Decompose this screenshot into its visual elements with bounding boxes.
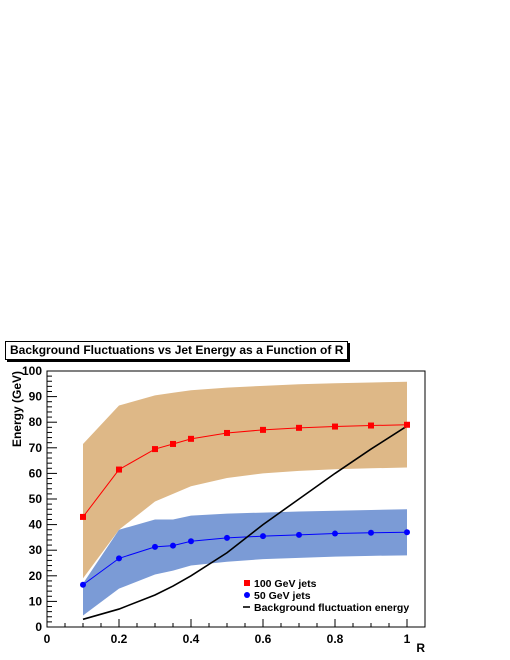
x-axis: 0 0.2 0.4 0.6 0.8 1	[44, 619, 411, 646]
legend-marker-0	[244, 580, 250, 586]
point-series-0-8	[332, 423, 338, 430]
point-series-0-6	[260, 426, 266, 433]
legend-label-2: Background fluctuation energy	[254, 602, 409, 614]
point-series-0-9	[368, 422, 374, 429]
y-tick-label: 70	[29, 441, 43, 455]
y-tick-label: 60	[29, 466, 43, 480]
point-series-0-1	[116, 466, 122, 473]
y-tick-label: 20	[29, 569, 43, 583]
point-series-1-8	[332, 530, 338, 537]
point-series-1-5	[224, 534, 230, 541]
point-series-1-4	[188, 538, 194, 545]
legend-marker-1	[244, 592, 250, 598]
x-tick-label: 0.8	[327, 632, 344, 646]
band-layer	[83, 381, 407, 616]
y-tick-label: 30	[29, 543, 43, 557]
y-axis-title: Energy (GeV)	[10, 371, 24, 447]
y-tick-label: 100	[22, 364, 42, 378]
x-tick-label: 1	[404, 632, 411, 646]
point-series-0-7	[296, 424, 302, 431]
line-series-2	[82, 425, 408, 621]
point-series-1-6	[260, 533, 266, 540]
marker-layer	[80, 421, 410, 588]
y-tick-label: 80	[29, 415, 43, 429]
point-series-1-10	[404, 529, 410, 536]
x-axis-title: R	[416, 641, 425, 655]
legend-label-0: 100 GeV jets	[254, 578, 317, 590]
legend-label-1: 50 GeV jets	[254, 590, 311, 602]
point-series-0-5	[224, 429, 230, 436]
band-series-0	[83, 381, 407, 579]
x-tick-label: 0.2	[111, 632, 128, 646]
point-series-0-3	[170, 440, 176, 447]
point-series-0-2	[152, 446, 158, 453]
y-tick-label: 40	[29, 518, 43, 532]
y-tick-label: 50	[29, 492, 43, 506]
y-tick-label: 10	[29, 594, 43, 608]
x-tick-label: 0.6	[255, 632, 272, 646]
point-series-1-7	[296, 531, 302, 538]
x-tick-label: 0.4	[183, 632, 200, 646]
point-series-1-0	[80, 581, 86, 588]
y-tick-label: 0	[35, 620, 42, 634]
x-tick-label: 0	[44, 632, 51, 646]
chart-title: Background Fluctuations vs Jet Energy as…	[5, 341, 349, 360]
point-series-1-9	[368, 529, 374, 536]
y-axis: 0 10 20 30 40 50 60 70 80 90 100	[22, 364, 57, 634]
y-tick-label: 90	[29, 390, 43, 404]
point-series-1-1	[116, 555, 122, 562]
point-series-1-3	[170, 542, 176, 549]
point-series-0-0	[80, 513, 86, 520]
band-series-1	[83, 509, 407, 616]
point-series-0-10	[404, 421, 410, 428]
point-series-1-2	[152, 543, 158, 550]
point-series-0-4	[188, 435, 194, 442]
